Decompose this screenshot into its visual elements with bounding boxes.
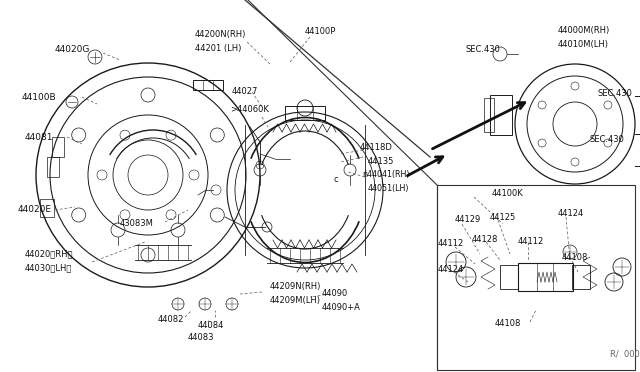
Text: SEC.430: SEC.430	[598, 90, 633, 99]
Text: 44020E: 44020E	[18, 205, 52, 215]
Text: 44084: 44084	[198, 321, 225, 330]
Bar	[490, 95, 512, 135]
Text: 44108: 44108	[562, 253, 588, 262]
Text: 44112: 44112	[518, 237, 544, 247]
Bar	[193, 80, 223, 90]
Text: R/  000: R/ 000	[610, 350, 640, 359]
Text: 44081: 44081	[25, 132, 54, 141]
Text: 44051(LH): 44051(LH)	[368, 183, 410, 192]
Text: 44124: 44124	[438, 266, 464, 275]
Text: 44100K: 44100K	[492, 189, 524, 199]
Bar	[484, 98, 494, 132]
Text: 44209M(LH): 44209M(LH)	[270, 296, 321, 305]
Text: 44020〈RH〉: 44020〈RH〉	[25, 250, 74, 259]
Bar	[47, 157, 59, 177]
Text: >44060K: >44060K	[230, 105, 269, 113]
Text: c: c	[333, 176, 338, 185]
Bar	[500, 265, 518, 289]
Text: 44125: 44125	[490, 212, 516, 221]
Text: 44128: 44128	[472, 234, 499, 244]
Text: 44200N(RH): 44200N(RH)	[195, 29, 246, 38]
Text: 44090: 44090	[322, 289, 348, 298]
Text: 44100B: 44100B	[22, 93, 56, 102]
Text: 44135: 44135	[368, 157, 394, 166]
Bar	[518, 263, 573, 291]
Text: 44027: 44027	[232, 87, 259, 96]
Text: 44090+A: 44090+A	[322, 304, 361, 312]
Text: 44124: 44124	[558, 209, 584, 218]
Bar	[40, 199, 54, 217]
Bar	[572, 265, 590, 289]
Bar	[285, 106, 325, 120]
Bar	[437, 185, 635, 370]
Text: 44201 (LH): 44201 (LH)	[195, 45, 241, 54]
Text: 44083: 44083	[188, 333, 214, 341]
Text: 44000M(RH): 44000M(RH)	[558, 26, 611, 35]
Text: 43083M: 43083M	[120, 219, 154, 228]
Bar	[52, 137, 64, 157]
Text: 44020G: 44020G	[55, 45, 90, 55]
Text: 44010M(LH): 44010M(LH)	[558, 39, 609, 48]
Text: 44209N(RH): 44209N(RH)	[270, 282, 321, 292]
Text: 44082: 44082	[158, 315, 184, 324]
Text: SEC.430: SEC.430	[465, 45, 500, 55]
Text: 44100P: 44100P	[305, 28, 337, 36]
Text: 44112: 44112	[438, 240, 464, 248]
Text: SEC.430: SEC.430	[590, 135, 625, 144]
Text: 44129: 44129	[455, 215, 481, 224]
Text: ń44041(RH): ń44041(RH)	[362, 170, 410, 179]
Text: 44118D: 44118D	[360, 142, 393, 151]
Text: 44030〈LH〉: 44030〈LH〉	[25, 263, 72, 273]
Text: 44108: 44108	[495, 320, 522, 328]
